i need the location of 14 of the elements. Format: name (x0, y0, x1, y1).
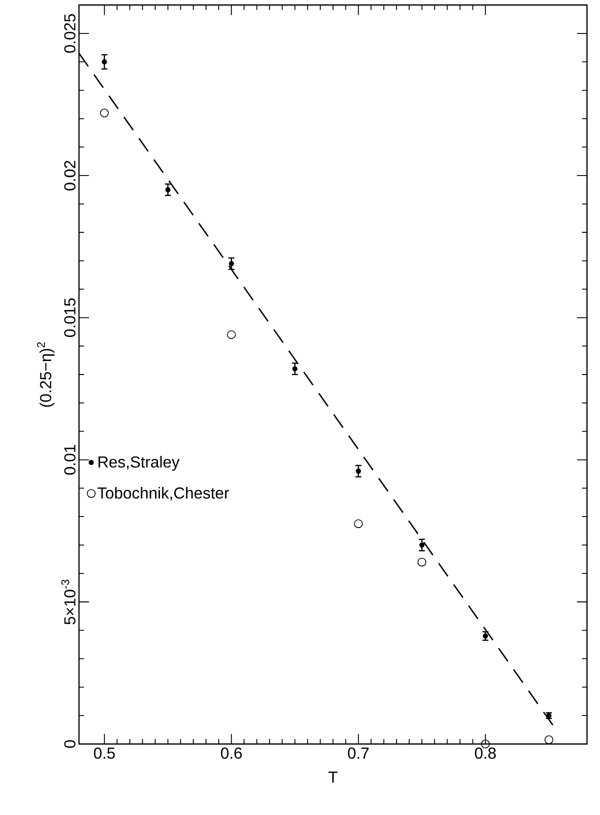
y-axis-title: (0.25−η)$^{2}$ (37, 342, 54, 407)
y-tick-label: 0.01 (64, 445, 76, 475)
y-tick-label: 0 (64, 740, 76, 748)
y-tick-label: 0.015 (64, 298, 76, 337)
x-tick-label: 0.8 (474, 748, 496, 759)
y-tick-label: 0.02 (64, 160, 76, 190)
legend-label: Res,Straley (98, 456, 180, 471)
legend-label: Tobochnik,Chester (98, 486, 229, 501)
x-tick-label: 0.6 (220, 748, 242, 759)
x-tick-label: 0.5 (94, 748, 115, 759)
x-tick-label: 0.7 (348, 748, 369, 759)
y-tick-label: 5×10$^{-3}$ (61, 580, 76, 624)
y-tick-label: 0.025 (64, 14, 76, 53)
x-axis-title: T (328, 772, 338, 783)
